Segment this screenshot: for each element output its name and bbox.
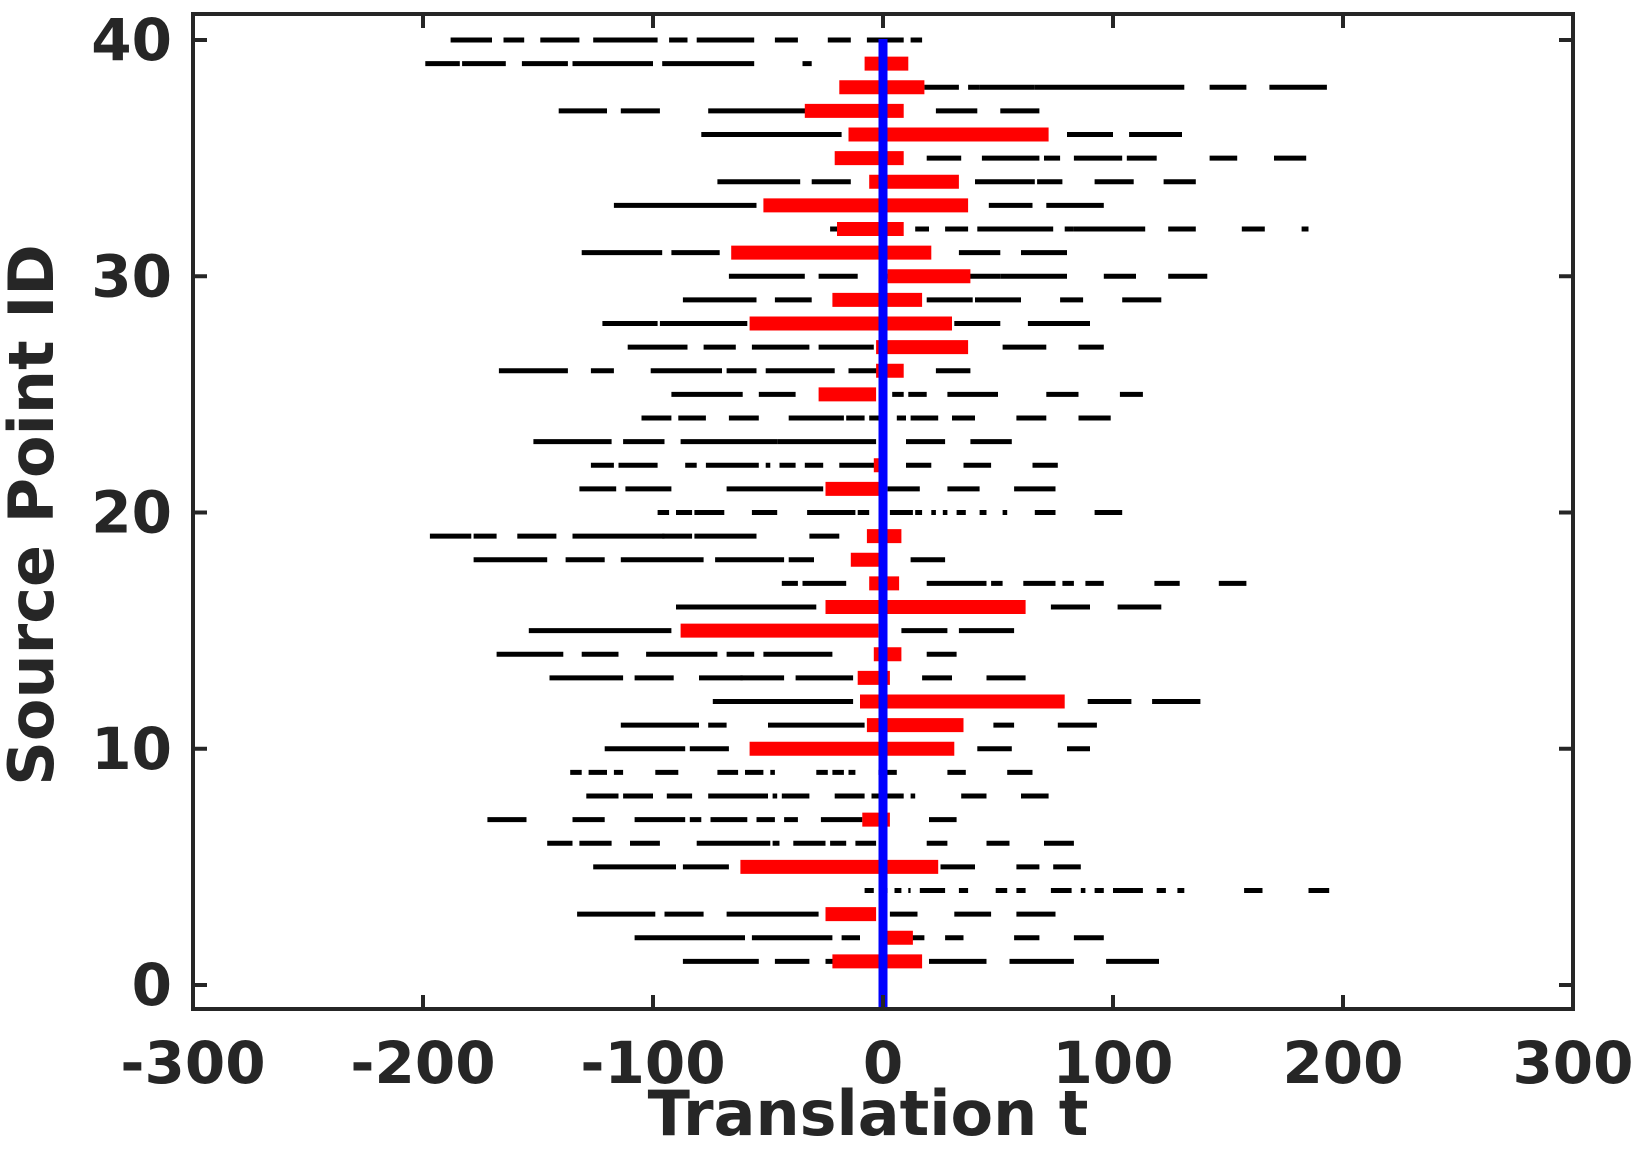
y-tick-label: 30 xyxy=(91,242,172,310)
y-tick-label: 10 xyxy=(91,715,172,783)
x-tick-label: 200 xyxy=(1282,1029,1403,1097)
y-axis-label: Source Point ID xyxy=(0,244,68,786)
y-tick-label: 40 xyxy=(91,6,172,74)
x-tick-label: 100 xyxy=(1052,1029,1173,1097)
y-tick-label: 20 xyxy=(91,479,172,547)
x-tick-label: -100 xyxy=(580,1029,725,1097)
x-tick-label: 300 xyxy=(1512,1029,1633,1097)
x-tick-label: 0 xyxy=(863,1029,903,1097)
tick-labels: -300 -200 -100 0 100 200 300 0 10 20 30 40 xyxy=(91,6,1633,1097)
y-tick-label: 0 xyxy=(132,951,172,1019)
x-tick-label: -300 xyxy=(120,1029,265,1097)
x-axis-label: Translation t xyxy=(648,1077,1089,1150)
x-tick-label: -200 xyxy=(350,1029,495,1097)
chart-marks xyxy=(425,37,1330,1009)
